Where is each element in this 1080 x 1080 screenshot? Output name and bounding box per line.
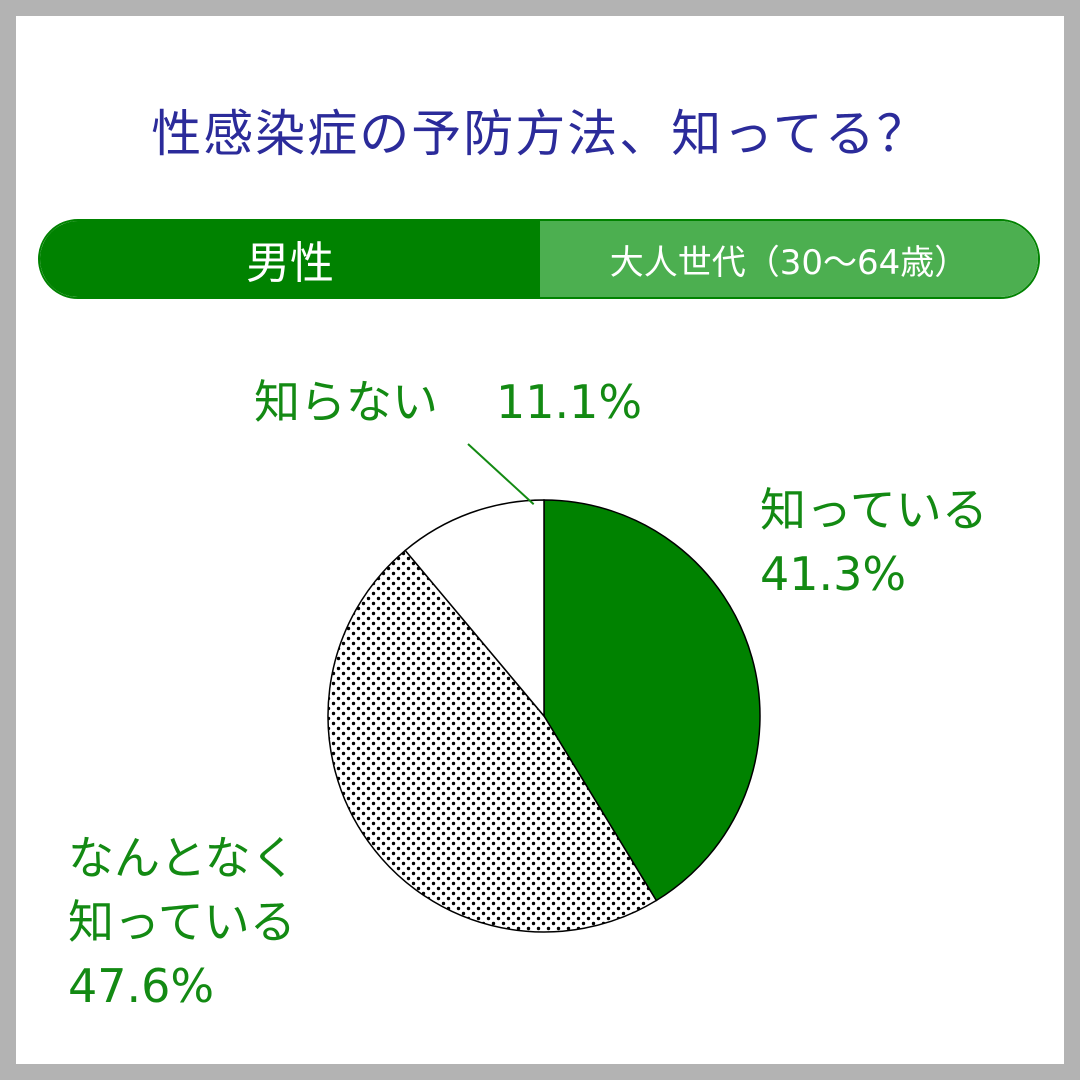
page-title: 性感染症の予防方法、知ってる？ — [151, 105, 929, 163]
label-know: 知っている 41.3% — [760, 478, 988, 606]
label-somewhat-line2: 知っている — [68, 895, 296, 949]
gender-label: 男性 — [40, 221, 540, 297]
label-dont-know-value: 11.1% — [496, 375, 643, 429]
pie-slices — [327, 499, 761, 933]
leader-line-dont-know — [467, 443, 535, 505]
pie-slice-somewhat — [327, 549, 658, 933]
label-know-text: 知っている — [760, 483, 988, 537]
label-dont-know-text: 知らない — [254, 375, 438, 429]
chart-card: 性感染症の予防方法、知ってる？ 男性 大人世代（30～64歳） 知っている 41… — [16, 16, 1064, 1064]
pie-chart — [327, 443, 761, 933]
label-somewhat-value: 47.6% — [68, 959, 215, 1013]
pie-slice-know — [543, 499, 761, 902]
age-group-label: 大人世代（30～64歳） — [540, 221, 1038, 297]
label-somewhat-line1: なんとなく — [68, 831, 297, 885]
label-somewhat: なんとなく 知っている 47.6% — [68, 826, 297, 1018]
label-dont-know: 知らない 11.1% — [254, 370, 642, 434]
segment-banner: 男性 大人世代（30～64歳） — [38, 219, 1040, 299]
label-know-value: 41.3% — [760, 547, 907, 601]
pie-slice-dont-know — [404, 499, 545, 719]
